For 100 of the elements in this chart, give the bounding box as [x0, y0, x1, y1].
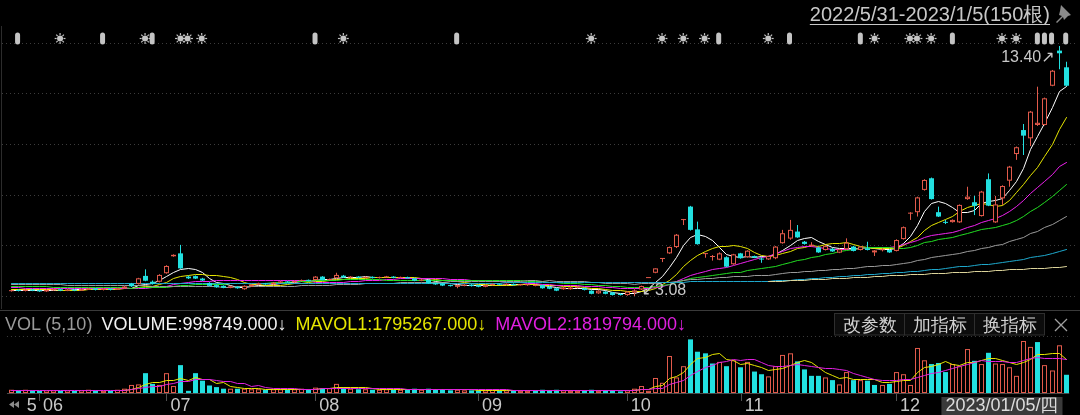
text: 改参数 [842, 315, 897, 335]
bar [795, 361, 800, 393]
bar [1064, 374, 1069, 393]
bar [688, 339, 693, 393]
bar [837, 384, 842, 393]
bar [745, 361, 750, 393]
bar [242, 388, 247, 393]
bar [858, 380, 863, 393]
candlestick [1021, 123, 1026, 156]
bar [957, 366, 962, 393]
bar [929, 364, 934, 393]
bar [469, 390, 474, 393]
bar [752, 371, 757, 393]
candlestick [490, 282, 495, 287]
bar [844, 372, 849, 393]
candlestick [993, 195, 998, 224]
bar [724, 366, 729, 393]
bar [171, 386, 176, 393]
bar [348, 388, 353, 393]
bar [370, 389, 375, 393]
bar [285, 389, 290, 393]
bar [1000, 364, 1005, 393]
bar [950, 364, 955, 393]
bar [780, 354, 785, 393]
bar [207, 385, 212, 393]
candlestick [695, 221, 700, 246]
bar [1050, 370, 1055, 393]
annotation: 13.40↗ [1001, 48, 1055, 65]
chart-title: VOL (5,10) [5, 314, 93, 334]
bar [249, 389, 254, 393]
bar [256, 389, 261, 393]
bar [221, 388, 226, 393]
bar [235, 388, 240, 393]
candlestick [788, 219, 793, 241]
bar [986, 352, 991, 393]
candlestick [979, 190, 984, 218]
text: 加指标 [912, 315, 967, 335]
x-tick-label: 06 [42, 395, 64, 415]
bar [972, 360, 977, 393]
bar [377, 389, 382, 393]
bar [214, 387, 219, 393]
bar [880, 384, 885, 393]
candlestick [957, 203, 962, 224]
text: MAVOL1:1795267.000↓ [295, 314, 487, 334]
bar [582, 390, 587, 393]
bar [1035, 342, 1040, 393]
bar [802, 369, 807, 393]
bar [816, 375, 821, 393]
bar [1021, 341, 1026, 393]
bar [865, 380, 870, 393]
bar [823, 377, 828, 393]
bar [872, 384, 877, 393]
x-tick-label: 11 [744, 395, 764, 415]
bar [738, 367, 743, 393]
bar [200, 380, 205, 393]
bar [667, 356, 672, 393]
bar [710, 363, 715, 393]
bar [228, 388, 233, 393]
bar [979, 364, 984, 393]
candlestick [1000, 184, 1005, 206]
bar [58, 390, 63, 393]
bar [703, 353, 708, 393]
bar [391, 389, 396, 393]
bar [943, 372, 948, 393]
bar [936, 362, 941, 393]
bar [887, 383, 892, 393]
bar [1028, 346, 1033, 393]
bar [419, 389, 424, 393]
bar [533, 390, 538, 393]
bar [1014, 375, 1019, 393]
text: VOLUME:998749.000↓ [101, 314, 287, 334]
candlestick [688, 205, 693, 232]
bar [809, 375, 814, 393]
bar [965, 349, 970, 393]
bar [178, 365, 183, 393]
bar [186, 390, 191, 393]
bar [1057, 345, 1062, 393]
x-tick-label: 08 [319, 395, 340, 415]
bar [37, 390, 42, 393]
x-tick-label: 09 [482, 395, 503, 415]
bar [448, 390, 453, 393]
candlestick [1035, 86, 1040, 127]
annotation: ↙3.08 [641, 281, 687, 298]
bar [356, 389, 361, 393]
bar [1007, 367, 1012, 393]
bar [717, 361, 722, 393]
x-tick-label: 10 [630, 395, 651, 415]
candlestick [972, 195, 977, 216]
bar [72, 390, 77, 393]
bar [306, 389, 311, 393]
bar [922, 360, 927, 393]
bar [610, 390, 615, 393]
bar [455, 389, 460, 393]
bar [908, 384, 913, 393]
candlestick [178, 244, 183, 270]
bar [915, 347, 920, 393]
bar [759, 374, 764, 393]
bar [851, 380, 856, 393]
bar [1042, 365, 1047, 393]
x-tick-label: 12 [899, 395, 920, 415]
